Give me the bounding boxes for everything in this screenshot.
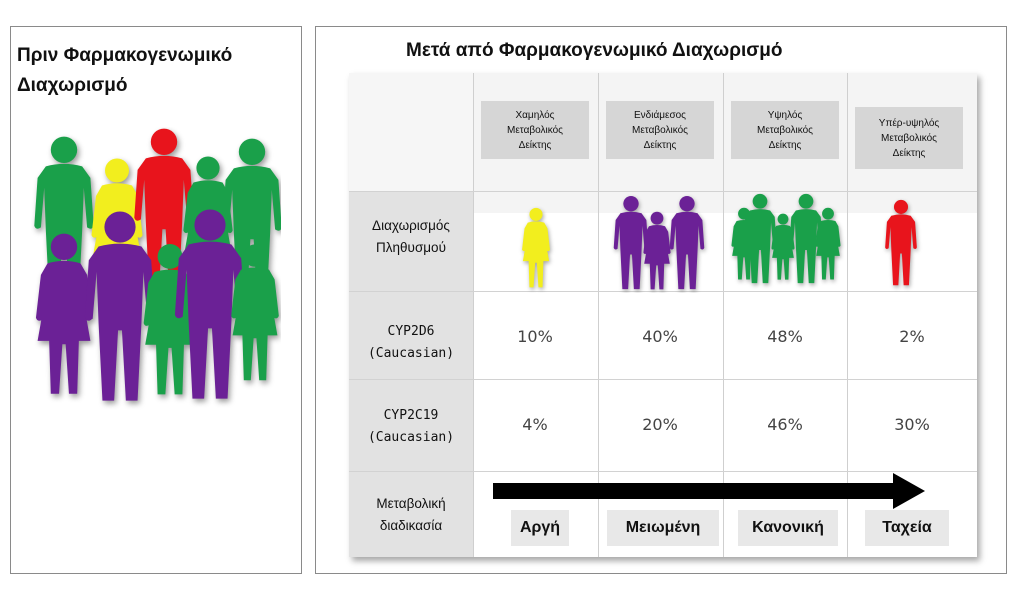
cyp2c19-ultra-value: 30% <box>894 415 930 434</box>
mixed-crowd-illustration <box>34 128 281 401</box>
cyp2d6-low-value: 10% <box>517 327 553 346</box>
metabolism-arrow-icon <box>493 473 925 509</box>
column-header-intermediate: Ενδιάμεσος Μεταβολικός Δείκτης <box>606 101 714 159</box>
before-title: Πριν Φαρμακογενωμικό Διαχωρισμό <box>17 45 233 96</box>
intermediate-person-icon <box>613 195 649 290</box>
cyp2d6-high-value: 48% <box>767 327 803 346</box>
row-label-cyp2d6: CYP2D6 (Caucasian) <box>367 324 455 361</box>
cyp2c19-intermediate-value: 20% <box>642 415 678 434</box>
person-purple-icon <box>84 211 156 401</box>
column-header-ultra-high: Υπέρ-υψηλός Μεταβολικός Δείκτης <box>855 107 963 169</box>
person-purple-icon <box>35 233 93 394</box>
after-title: Μετά από Φαρμακογενωμικό Διαχωρισμό <box>406 40 783 61</box>
intermediate-person-icon <box>669 195 705 290</box>
cyp2d6-ultra-value: 2% <box>899 327 925 346</box>
speed-slow: Αργή <box>511 510 569 546</box>
population-figures <box>522 193 917 290</box>
speed-normal: Κανονική <box>738 510 838 546</box>
cyp2c19-low-value: 4% <box>522 415 548 434</box>
row-label-population: Διαχωρισμός Πληθυσμού <box>372 218 450 255</box>
cyp2d6-intermediate-value: 40% <box>642 327 678 346</box>
intermediate-person-icon <box>643 211 671 290</box>
row-label-metabolism: Μεταβολική διαδικασία <box>376 496 446 533</box>
phenotype-table: Χαμηλός Μεταβολικός Δείκτης Ενδιάμεσος Μετα… <box>349 73 977 557</box>
speed-reduced: Μειωμένη <box>607 510 719 546</box>
column-header-low: Χαμηλός Μεταβολικός Δείκτης <box>481 101 589 159</box>
before-panel: Πριν Φαρμακογενωμικό Διαχωρισμό <box>10 26 302 574</box>
column-header-high: Υψηλός Μεταβολικός Δείκτης <box>731 101 839 159</box>
cyp2c19-high-value: 46% <box>767 415 803 434</box>
after-panel: Μετά από Φαρμακογενωμικό Διαχωρισμό Χαμη… <box>315 26 1007 574</box>
speed-rapid: Ταχεία <box>865 510 949 546</box>
slow-metabolizer-person-icon <box>522 207 550 288</box>
ultra-rapid-person-icon <box>885 199 917 286</box>
row-label-cyp2c19: CYP2C19 (Caucasian) <box>367 408 455 445</box>
